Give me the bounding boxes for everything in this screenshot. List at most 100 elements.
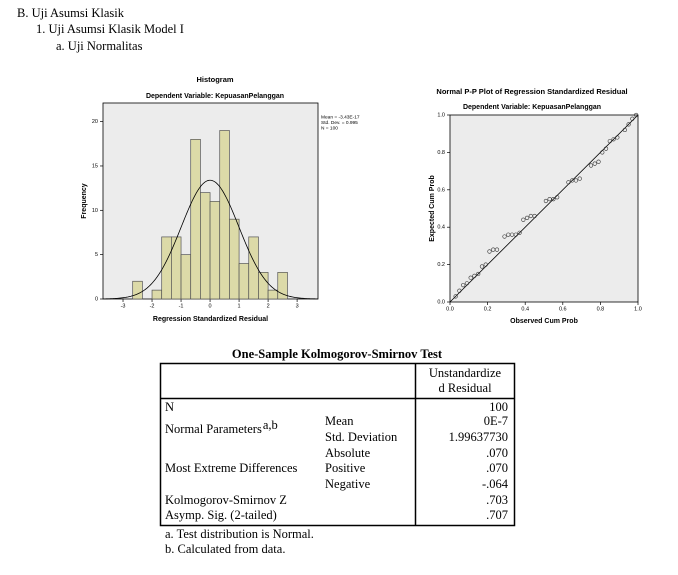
footnote: b. Calculated from data.: [165, 542, 285, 556]
row-label: Most Extreme Differences: [165, 461, 297, 475]
pp-point: [555, 195, 560, 200]
row-value: .703: [486, 493, 508, 507]
row-label-note: a,b: [263, 418, 278, 432]
pp-point: [611, 137, 616, 142]
pp-point: [457, 288, 462, 293]
histogram-bar: [248, 236, 259, 300]
pp-point: [502, 234, 507, 239]
pp-point: [517, 230, 522, 235]
row-label: N: [165, 400, 174, 414]
y-tick-label: 15: [92, 163, 98, 169]
x-tick-label: -1: [179, 303, 184, 309]
histogram-bar: [209, 201, 221, 300]
x-tick-label: 1: [238, 303, 241, 309]
pp-point: [592, 161, 597, 166]
heading: B. Uji Asumsi Klasik: [17, 6, 125, 20]
column-header: Unstandardize d Residual: [429, 366, 502, 395]
legend-text: Mean = -3.43E-17: [321, 114, 360, 120]
reference-line: [449, 114, 639, 303]
pp-point: [603, 146, 609, 151]
column-header-line: Unstandardize: [429, 366, 502, 380]
x-axis-label: Observed Cum Prob: [510, 318, 578, 325]
pp-point: [494, 247, 500, 252]
chart-title: Histogram: [196, 75, 233, 84]
pp-point: [543, 198, 548, 204]
x-axis-label: Regression Standardized Residual: [153, 316, 268, 323]
row-sublabel: Absolute: [325, 446, 371, 460]
pp-point: [607, 139, 612, 144]
histogram-bar: [258, 272, 269, 300]
y-tick-label: 0: [95, 296, 98, 302]
pp-point: [524, 215, 530, 220]
x-tick-label: 2: [267, 303, 270, 309]
pp-point: [521, 217, 526, 222]
histogram-bar: [132, 280, 143, 300]
y-tick-label: 1.0: [437, 112, 445, 118]
column-header-line: d Residual: [438, 381, 492, 395]
pp-point: [476, 271, 481, 277]
row-value: .070: [486, 461, 508, 475]
x-tick-label: -2: [150, 303, 155, 309]
y-tick-label: 20: [92, 119, 98, 125]
table-title: One-Sample Kolmogorov-Smirnov Test: [232, 347, 443, 361]
histogram-bar: [171, 236, 182, 300]
pp-point: [600, 150, 605, 155]
histogram-bar: [267, 289, 279, 300]
pp-point: [532, 213, 537, 219]
row-value: .070: [486, 446, 508, 460]
x-tick-label: -3: [121, 303, 126, 309]
row-value: .707: [486, 508, 508, 522]
pp-point: [472, 273, 477, 278]
row-label: Kolmogorov-Smirnov Z: [165, 493, 287, 507]
footnote: a. Test distribution is Normal.: [165, 527, 314, 541]
pp-point: [464, 281, 470, 286]
x-tick-label: 0.2: [484, 306, 492, 312]
y-tick-label: 0.0: [437, 299, 445, 305]
row-sublabel: Mean: [325, 414, 354, 428]
row-sublabel: Positive: [325, 461, 366, 475]
pp-point: [513, 232, 518, 237]
pp-point: [468, 275, 473, 280]
pp-point: [634, 112, 639, 118]
y-tick-label: 10: [92, 208, 98, 214]
row-sublabel: Negative: [325, 477, 371, 491]
histogram-bar: [229, 218, 240, 300]
table-frame: [159, 362, 516, 527]
x-tick-label: 0.0: [446, 306, 454, 312]
chart-subtitle: Dependent Variable: KepuasanPelanggan: [146, 93, 284, 100]
x-tick-label: 0.4: [521, 306, 529, 312]
histogram-bar: [200, 192, 211, 300]
y-tick-label: 0.2: [437, 262, 445, 268]
pp-point: [588, 163, 594, 168]
y-tick-label: 0.6: [437, 187, 445, 193]
pp-point: [453, 294, 458, 299]
histogram-bar: [180, 254, 192, 300]
histogram-bar: [238, 263, 250, 300]
histogram-bar: [190, 139, 201, 300]
row-value: 100: [489, 400, 508, 414]
chart-subtitle: Dependent Variable: KepuasanPelanggan: [463, 104, 601, 111]
pp-point: [596, 159, 601, 164]
histogram-bar: [277, 272, 288, 300]
pp-point: [573, 178, 579, 183]
pp-point: [622, 127, 627, 133]
row-sublabel: Std. Deviation: [325, 430, 398, 444]
pp-point: [577, 176, 582, 181]
pp-point: [626, 122, 631, 127]
row-value: 1.99637730: [449, 430, 508, 444]
y-axis-label: Frequency: [81, 183, 88, 219]
x-tick-label: 0.6: [559, 306, 567, 312]
histogram-bar: [219, 130, 230, 300]
pp-point: [461, 283, 466, 288]
pp-point: [551, 197, 556, 202]
row-label: Normal Parameters: [165, 422, 262, 436]
row-label: Asymp. Sig. (2-tailed): [165, 508, 277, 522]
heading: 1. Uji Asumsi Klasik Model I: [36, 22, 184, 36]
pp-point: [487, 249, 492, 254]
pp-point: [483, 262, 488, 267]
heading: a. Uji Normalitas: [56, 39, 143, 53]
row-value: -.064: [482, 477, 509, 491]
pp-point: [479, 264, 485, 269]
